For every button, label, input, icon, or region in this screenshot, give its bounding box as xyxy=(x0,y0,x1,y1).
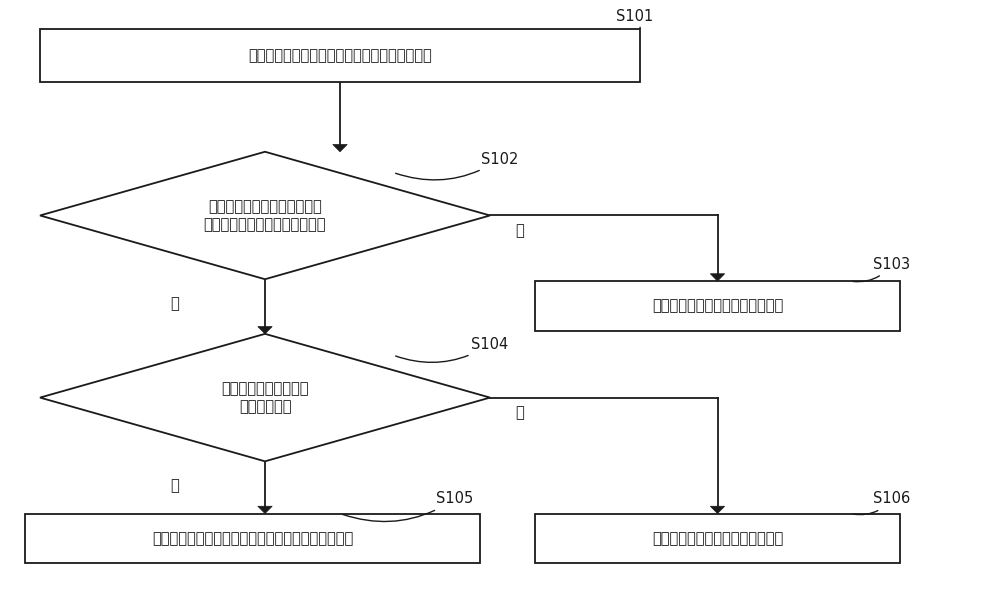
Text: 按照预设的路由规则将所述访问请求发送至业务系统: 按照预设的路由规则将所述访问请求发送至业务系统 xyxy=(152,531,353,546)
Text: S101: S101 xyxy=(616,10,654,29)
Text: 向所述请求终端输出验证失败信号: 向所述请求终端输出验证失败信号 xyxy=(652,531,783,546)
Polygon shape xyxy=(40,152,490,279)
Text: 是: 是 xyxy=(171,478,179,493)
Text: S104: S104 xyxy=(396,337,509,362)
Text: 响应所述访问请求，判断所述
报文数据是否满足接口匹配条件: 响应所述访问请求，判断所述 报文数据是否满足接口匹配条件 xyxy=(204,199,326,232)
Polygon shape xyxy=(710,274,725,281)
Text: 否: 否 xyxy=(516,223,524,238)
Polygon shape xyxy=(40,334,490,461)
FancyBboxPatch shape xyxy=(535,281,900,331)
Text: 向所述请求终端输出匹配失败信号: 向所述请求终端输出匹配失败信号 xyxy=(652,299,783,313)
FancyBboxPatch shape xyxy=(25,514,480,563)
Polygon shape xyxy=(258,506,272,514)
Text: S103: S103 xyxy=(853,257,911,282)
Text: S106: S106 xyxy=(853,492,911,515)
Text: 判断所述报文数据是否
满足验证条件: 判断所述报文数据是否 满足验证条件 xyxy=(221,381,309,414)
Polygon shape xyxy=(333,144,347,152)
Polygon shape xyxy=(710,506,725,514)
Text: 是: 是 xyxy=(171,296,179,311)
Text: S102: S102 xyxy=(396,152,519,180)
Text: 接收请求终端发送的携带有报文数据的访问请求: 接收请求终端发送的携带有报文数据的访问请求 xyxy=(248,48,432,63)
FancyBboxPatch shape xyxy=(535,514,900,563)
Text: 否: 否 xyxy=(516,405,524,420)
Polygon shape xyxy=(258,327,272,334)
Text: S105: S105 xyxy=(343,492,474,521)
FancyBboxPatch shape xyxy=(40,29,640,82)
